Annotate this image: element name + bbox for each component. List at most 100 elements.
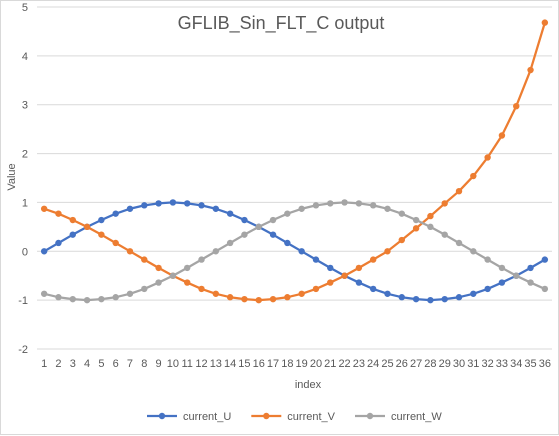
data-point: [155, 200, 162, 207]
data-point: [269, 216, 277, 224]
data-point: [284, 210, 291, 217]
data-point: [355, 264, 363, 272]
data-point: [198, 256, 205, 263]
data-point: [112, 239, 119, 247]
x-tick-label: 11: [181, 358, 192, 370]
data-point: [341, 272, 348, 279]
data-point: [541, 285, 549, 293]
x-tick-label: 25: [381, 358, 393, 370]
data-point: [441, 200, 448, 207]
data-point: [455, 294, 463, 301]
x-tick-label: 3: [70, 358, 76, 370]
x-tick-label: 2: [55, 358, 61, 370]
x-tick-label: 18: [281, 358, 293, 370]
data-point: [284, 294, 291, 301]
data-point: [312, 256, 320, 263]
data-point: [298, 205, 305, 212]
data-point: [98, 295, 105, 303]
x-tick-label: 34: [510, 358, 522, 370]
data-point: [441, 231, 448, 238]
y-axis-label: Value: [6, 163, 18, 190]
data-point: [541, 256, 549, 263]
data-point: [412, 225, 420, 232]
data-point: [255, 223, 262, 231]
data-point: [384, 290, 391, 297]
data-point: [355, 200, 363, 207]
data-point: [184, 200, 191, 207]
data-point: [527, 264, 534, 272]
data-point: [369, 202, 377, 209]
y-tick-label: 4: [22, 51, 28, 63]
data-point: [527, 66, 534, 74]
data-point: [40, 290, 48, 297]
y-tick-label: 5: [22, 2, 28, 14]
y-tick-label: 2: [22, 149, 28, 161]
chart-title: GFLIB_Sin_FLT_C output: [178, 13, 385, 34]
data-point: [55, 239, 62, 247]
data-point: [184, 264, 191, 272]
data-point: [126, 205, 134, 212]
data-point: [384, 248, 391, 255]
data-point: [141, 202, 148, 209]
legend-label: current_V: [287, 411, 335, 423]
data-point: [98, 231, 105, 238]
data-point: [369, 256, 377, 263]
x-axis-label: index: [295, 379, 322, 391]
data-point: [427, 296, 434, 304]
data-point: [513, 272, 520, 279]
data-point: [184, 279, 191, 286]
x-tick-label: 27: [410, 358, 422, 370]
data-point: [398, 210, 405, 217]
x-tick-label: 7: [127, 358, 133, 370]
data-point: [355, 279, 363, 286]
legend-label: current_W: [391, 411, 442, 423]
data-point: [298, 290, 305, 297]
x-tick-label: 22: [338, 358, 350, 370]
data-point: [470, 290, 477, 297]
x-tick-label: 17: [267, 358, 279, 370]
data-point: [513, 102, 520, 110]
data-point: [269, 295, 277, 303]
data-point: [241, 295, 248, 303]
data-point: [241, 231, 248, 238]
data-point: [241, 216, 248, 224]
data-point: [269, 231, 277, 238]
x-tick-label: 20: [310, 358, 322, 370]
x-tick-label: 29: [439, 358, 451, 370]
data-point: [427, 223, 434, 231]
y-tick-label: -2: [18, 344, 28, 356]
data-point: [484, 154, 491, 161]
x-tick-label: 31: [467, 358, 479, 370]
x-tick-label: 13: [210, 358, 222, 370]
x-tick-label: 4: [84, 358, 90, 370]
x-tick-label: 5: [98, 358, 104, 370]
data-point: [169, 272, 177, 279]
data-point: [226, 294, 234, 301]
data-point: [112, 294, 119, 301]
data-point: [327, 279, 334, 286]
data-point: [255, 296, 262, 304]
data-point: [441, 295, 448, 303]
data-point: [327, 200, 334, 207]
data-point: [298, 248, 305, 255]
data-point: [427, 212, 434, 220]
data-point: [226, 210, 234, 217]
legend-label: current_U: [183, 411, 231, 423]
data-point: [69, 216, 76, 224]
x-tick-label: 30: [453, 358, 465, 370]
data-point: [470, 172, 477, 180]
data-point: [169, 199, 177, 206]
data-point: [141, 285, 148, 293]
data-point: [412, 216, 420, 224]
series-current_W: [40, 199, 549, 304]
data-point: [40, 205, 48, 212]
data-point: [455, 187, 463, 195]
x-axis-ticks: 1 2 3 4 5 6 7 8 9 10 11 12 13 14 15 16 17 18 19 20 21 22 23 24 2…: [41, 358, 551, 370]
data-point: [98, 216, 105, 224]
legend-marker: [158, 412, 166, 420]
data-point: [284, 239, 291, 247]
series-line: [43, 21, 546, 302]
x-tick-label: 19: [296, 358, 308, 370]
legend: current_U current_V current_W: [147, 411, 442, 423]
